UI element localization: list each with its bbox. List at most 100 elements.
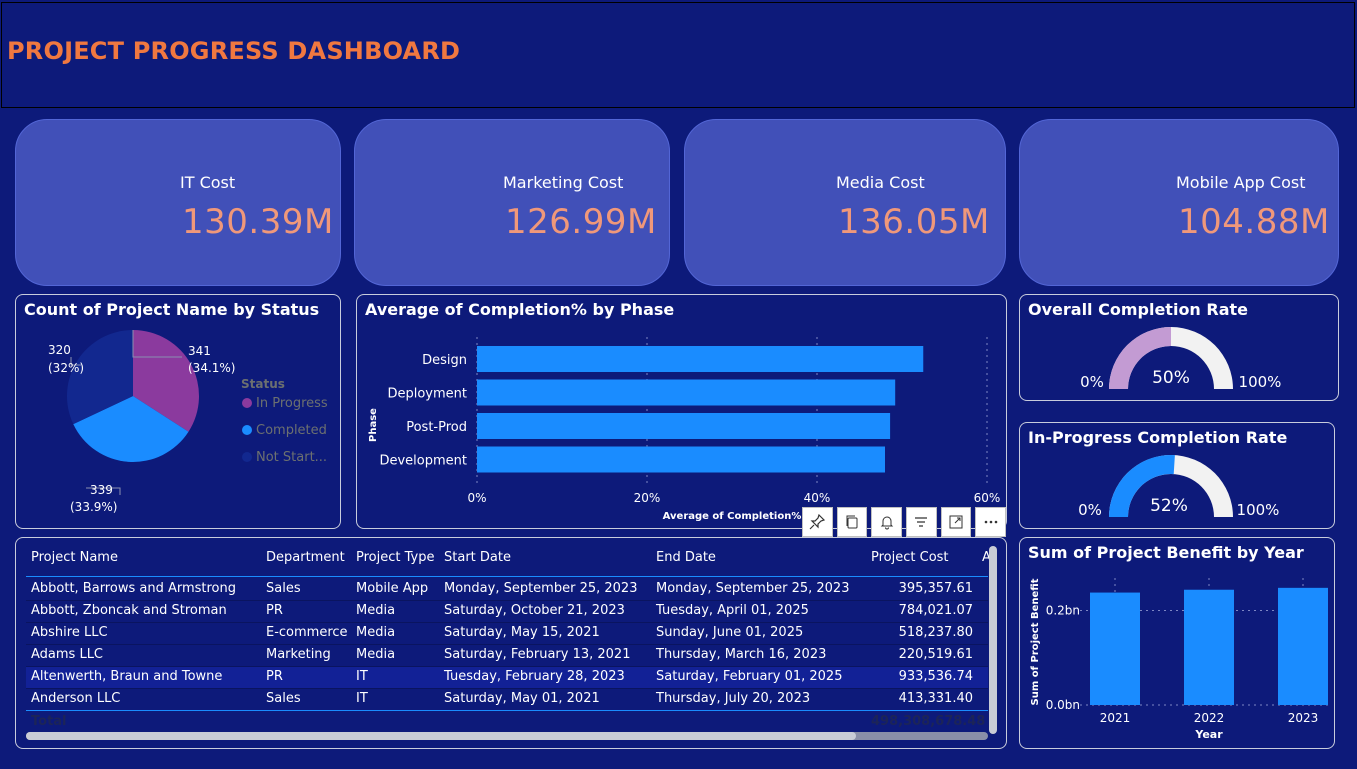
focus-mode-icon[interactable] — [940, 507, 972, 537]
data-label-pct: (32%) — [48, 361, 84, 375]
benefit-by-year-panel[interactable]: Sum of Project Benefit by Year 2021 2022 2… — [1019, 537, 1335, 749]
column-header-project-type[interactable]: Project Type — [356, 550, 435, 565]
gauge-max: 100% — [1239, 373, 1282, 391]
pie-slice-completed[interactable] — [73, 396, 189, 462]
table-row[interactable]: Anderson LLC Sales IT Saturday, May 01, 202… — [26, 688, 988, 710]
category-label: 2023 — [1288, 711, 1319, 725]
bar-2021[interactable] — [1090, 592, 1140, 705]
cell-project-type: IT — [356, 691, 368, 706]
row-divider — [26, 688, 988, 689]
vertical-scrollbar[interactable] — [989, 546, 997, 734]
column-header-department[interactable]: Department — [266, 550, 345, 565]
bar-development[interactable] — [477, 446, 885, 473]
cell-end-date: Sunday, June 01, 2025 — [656, 625, 804, 640]
data-label-pct: (34.1%) — [188, 361, 235, 375]
bell-icon[interactable] — [871, 507, 903, 537]
cell-start-date: Saturday, May 15, 2021 — [444, 625, 600, 640]
kpi-card-mobile-app-cost[interactable]: Mobile App Cost 104.88M — [1019, 119, 1339, 286]
panel-title: Sum of Project Benefit by Year — [1028, 543, 1304, 562]
cell-department: Sales — [266, 691, 301, 706]
kpi-card-media-cost[interactable]: Media Cost 136.05M — [684, 119, 1006, 286]
cell-project-cost: 784,021.07 — [898, 603, 973, 618]
phase-bar-panel[interactable]: Average of Completion% by Phase Design De… — [356, 294, 1007, 529]
panel-title: Average of Completion% by Phase — [365, 300, 675, 319]
cell-project-name: Altenwerth, Braun and Towne — [31, 669, 223, 684]
bar-2023[interactable] — [1278, 587, 1328, 705]
data-label-value: 339 — [90, 483, 113, 497]
x-tick-label: 40% — [804, 491, 831, 505]
leader-line — [132, 330, 182, 358]
legend-title: Status — [241, 377, 285, 391]
kpi-value: 136.05M — [838, 202, 990, 242]
header-divider — [26, 576, 988, 577]
pie-slice-not-started[interactable] — [66, 330, 133, 425]
legend-item[interactable]: Completed — [256, 423, 327, 438]
header: PROJECT PROGRESS DASHBOARD — [1, 2, 1355, 108]
bar-2022[interactable] — [1184, 589, 1234, 705]
overall-completion-panel[interactable]: Overall Completion Rate 50% 0% 100% — [1019, 294, 1339, 401]
category-label: Design — [422, 353, 467, 368]
kpi-card-marketing-cost[interactable]: Marketing Cost 126.99M — [354, 119, 670, 286]
column-header-project-cost[interactable]: Project Cost — [871, 550, 949, 565]
bar-post-prod[interactable] — [477, 413, 891, 439]
table-row[interactable]: Abbott, Zboncak and Stroman PR Media Saturd… — [26, 600, 988, 622]
cell-project-cost: 933,536.74 — [898, 669, 973, 684]
y-axis-label: Sum of Project Benefit — [1030, 578, 1041, 705]
cell-department: PR — [266, 603, 283, 618]
legend-marker[interactable] — [242, 425, 252, 435]
table-row[interactable]: Adams LLC Marketing Media Saturday, Februar… — [26, 644, 988, 666]
column-header-truncated[interactable]: A — [982, 550, 991, 565]
filter-icon[interactable] — [906, 507, 937, 537]
category-label: Post-Prod — [406, 420, 467, 435]
status-pie-panel[interactable]: Count of Project Name by Status 341 (34.1… — [15, 294, 341, 529]
gauge-value: 52% — [1150, 496, 1188, 516]
cell-end-date: Monday, September 25, 2023 — [656, 581, 850, 596]
cell-department: PR — [266, 669, 283, 684]
row-divider — [26, 622, 988, 623]
cell-project-type: Mobile App — [356, 581, 429, 596]
legend-item[interactable]: In Progress — [256, 396, 328, 411]
in-progress-completion-panel[interactable]: In-Progress Completion Rate 52% 0% 100% — [1019, 422, 1335, 529]
copy-icon[interactable] — [836, 507, 868, 537]
legend-marker[interactable] — [242, 452, 252, 462]
horizontal-scrollbar-thumb[interactable] — [26, 732, 856, 740]
x-axis-label: Average of Completion% — [663, 511, 802, 522]
visual-toolbar — [802, 507, 1007, 537]
total-divider — [26, 710, 988, 711]
cell-start-date: Tuesday, February 28, 2023 — [444, 669, 625, 684]
cell-start-date: Monday, September 25, 2023 — [444, 581, 638, 596]
panel-title: In-Progress Completion Rate — [1028, 428, 1288, 447]
pin-icon[interactable] — [802, 507, 833, 537]
project-table[interactable]: Project Name Department Project Type Sta… — [15, 537, 1007, 749]
cell-project-name: Adams LLC — [31, 647, 104, 662]
table-row[interactable]: Altenwerth, Braun and Towne PR IT Tuesday, … — [26, 666, 988, 688]
x-axis-label: Year — [1194, 728, 1223, 741]
table-row[interactable]: Abshire LLC E-commerce Media Saturday, May … — [26, 622, 988, 644]
in-progress-completion-gauge: 52% 0% 100% — [1078, 455, 1279, 519]
leader-line — [70, 357, 81, 366]
more-options-icon[interactable] — [975, 507, 1007, 537]
x-tick-label: 0% — [467, 491, 486, 505]
row-divider — [26, 644, 988, 645]
pie-slice-in-progress[interactable] — [133, 330, 200, 432]
cell-project-type: IT — [356, 669, 368, 684]
bar-deployment[interactable] — [477, 379, 896, 406]
kpi-label: Mobile App Cost — [1176, 173, 1306, 192]
kpi-label: Media Cost — [836, 173, 925, 192]
column-header-start-date[interactable]: Start Date — [444, 550, 511, 565]
table-row[interactable]: Abbott, Barrows and Armstrong Sales Mobile… — [26, 578, 988, 600]
bar-design[interactable] — [477, 346, 924, 372]
total-value: 498,308,678.48 — [871, 714, 986, 729]
column-header-project-name[interactable]: Project Name — [31, 550, 118, 565]
data-label-pct: (33.9%) — [70, 500, 117, 514]
legend-item[interactable]: Not Start... — [256, 450, 327, 465]
legend-marker[interactable] — [242, 398, 252, 408]
cell-project-type: Media — [356, 603, 396, 618]
status-pie-chart: 341 (34.1%) 339 (33.9%) 320 (32%) Status In P… — [48, 330, 328, 514]
column-header-end-date[interactable]: End Date — [656, 550, 716, 565]
horizontal-scrollbar[interactable] — [26, 732, 988, 740]
panel-title: Count of Project Name by Status — [24, 300, 320, 319]
phase-bar-chart: Design Deployment Post-Prod Development 0% 2… — [368, 337, 1000, 522]
kpi-card-it-cost[interactable]: IT Cost 130.39M — [15, 119, 341, 286]
cell-project-cost: 395,357.61 — [898, 581, 973, 596]
